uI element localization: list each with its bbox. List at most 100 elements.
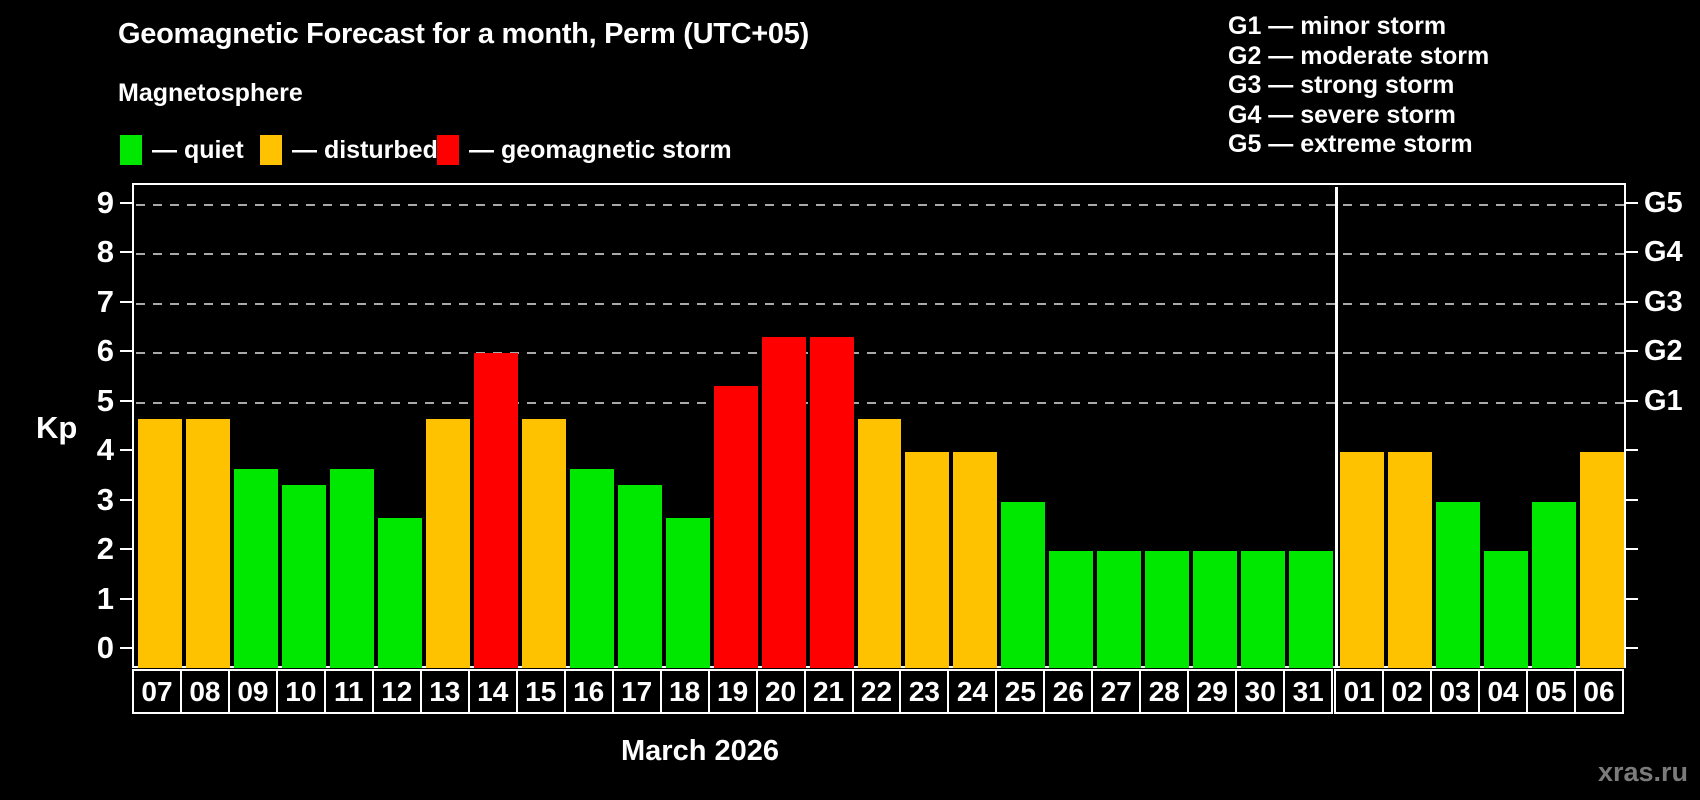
kp-bar-day-26	[1049, 551, 1094, 668]
legend-label-quiet: — quiet	[152, 135, 244, 164]
kp-bar-day-04	[1484, 551, 1529, 668]
quiet-color-swatch	[120, 135, 142, 165]
kp-gridline	[136, 302, 1626, 305]
day-label-14: 14	[467, 669, 518, 714]
day-label-07: 07	[132, 669, 182, 714]
day-label-26: 26	[1043, 669, 1094, 714]
left-axis-tick	[120, 251, 132, 254]
kp-bar-day-11	[329, 468, 374, 668]
right-axis-tick	[1626, 300, 1638, 303]
kp-bar-day-02	[1388, 452, 1433, 668]
day-label-23: 23	[899, 669, 950, 714]
g-legend-line: G5 — extreme storm	[1228, 130, 1473, 159]
g-scale-legend: G1 — minor storm G2 — moderate storm G3 — …	[1228, 12, 1489, 160]
right-axis-tick	[1626, 498, 1638, 501]
kp-bar-day-29	[1193, 551, 1238, 668]
day-label-29: 29	[1187, 669, 1238, 714]
kp-tick-label: 8	[96, 234, 114, 270]
kp-bar-day-23	[905, 452, 950, 668]
kp-bar-day-06	[1580, 452, 1624, 668]
day-label-10: 10	[275, 669, 326, 714]
day-label-18: 18	[659, 669, 710, 714]
kp-bar-day-10	[281, 485, 326, 668]
month-caption: March 2026	[621, 735, 779, 767]
kp-tick-label: 3	[96, 481, 114, 517]
kp-bar-day-31	[1289, 551, 1334, 668]
kp-bar-day-03	[1436, 501, 1481, 668]
left-axis-tick	[120, 350, 132, 353]
day-label-19: 19	[707, 669, 758, 714]
day-label-05: 05	[1526, 669, 1577, 714]
day-label-28: 28	[1139, 669, 1190, 714]
kp-bar-day-07	[138, 419, 182, 668]
kp-bar-day-28	[1145, 551, 1190, 668]
kp-bar-day-16	[569, 468, 614, 668]
left-axis-tick	[120, 548, 132, 551]
legend-item-quiet: — quiet	[120, 135, 244, 165]
kp-tick-label: 4	[96, 432, 114, 468]
right-axis-tick	[1626, 251, 1638, 254]
left-axis-tick	[120, 201, 132, 204]
g-scale-tick-label: G1	[1644, 384, 1683, 417]
kp-bar-day-18	[665, 518, 710, 668]
kp-bar-day-20	[761, 336, 806, 668]
magnetosphere-subtitle: Magnetosphere	[118, 79, 303, 107]
day-label-04: 04	[1478, 669, 1529, 714]
day-label-02: 02	[1382, 669, 1433, 714]
day-label-08: 08	[179, 669, 230, 714]
day-label-12: 12	[371, 669, 422, 714]
kp-bar-day-30	[1241, 551, 1286, 668]
right-axis-tick	[1626, 201, 1638, 204]
right-axis-tick	[1626, 647, 1638, 650]
kp-axis-label: Kp	[36, 410, 78, 445]
kp-bar-day-09	[233, 468, 278, 668]
legend-item-storm: — geomagnetic storm	[437, 135, 732, 165]
kp-bar-day-24	[953, 452, 998, 668]
kp-bar-day-27	[1097, 551, 1142, 668]
day-label-06: 06	[1574, 669, 1624, 714]
left-axis-tick	[120, 498, 132, 501]
day-label-03: 03	[1430, 669, 1481, 714]
right-axis-tick	[1626, 548, 1638, 551]
day-label-31: 31	[1283, 669, 1334, 714]
left-axis-tick	[120, 300, 132, 303]
left-axis-tick	[120, 449, 132, 452]
g-scale-tick-label: G4	[1644, 236, 1683, 269]
legend-label-disturbed: — disturbed	[292, 135, 438, 164]
day-label-30: 30	[1235, 669, 1286, 714]
kp-bar-day-17	[617, 485, 662, 668]
left-axis-tick	[120, 399, 132, 402]
g-scale-tick-label: G2	[1644, 335, 1683, 368]
kp-bar-day-15	[521, 419, 566, 668]
day-label-11: 11	[323, 669, 374, 714]
day-label-09: 09	[227, 669, 278, 714]
kp-tick-label: 2	[96, 531, 114, 567]
kp-bar-day-25	[1001, 501, 1046, 668]
right-axis-tick	[1626, 350, 1638, 353]
legend-label-storm: — geomagnetic storm	[469, 135, 732, 164]
kp-gridline	[136, 352, 1626, 355]
day-label-24: 24	[947, 669, 998, 714]
kp-bar-day-05	[1532, 501, 1577, 668]
g-legend-line: G2 — moderate storm	[1228, 41, 1490, 70]
day-label-13: 13	[419, 669, 470, 714]
g-legend-line: G1 — minor storm	[1228, 12, 1447, 40]
right-axis-tick	[1626, 399, 1638, 402]
g-scale-tick-label: G3	[1644, 285, 1683, 318]
right-axis-tick	[1626, 597, 1638, 600]
kp-bar-day-12	[377, 518, 422, 668]
kp-tick-label: 6	[96, 333, 114, 369]
kp-bar-day-01	[1340, 452, 1385, 668]
g-scale-tick-label: G5	[1644, 186, 1683, 219]
kp-tick-label: 9	[96, 184, 114, 220]
month-separator	[1335, 187, 1339, 668]
kp-tick-label: 1	[96, 580, 114, 616]
kp-tick-label: 0	[96, 630, 114, 666]
kp-bar-day-19	[713, 386, 758, 668]
kp-bar-day-13	[425, 419, 470, 668]
kp-gridline	[136, 401, 1626, 404]
day-label-17: 17	[611, 669, 662, 714]
day-label-15: 15	[515, 669, 566, 714]
kp-bar-day-22	[857, 419, 902, 668]
